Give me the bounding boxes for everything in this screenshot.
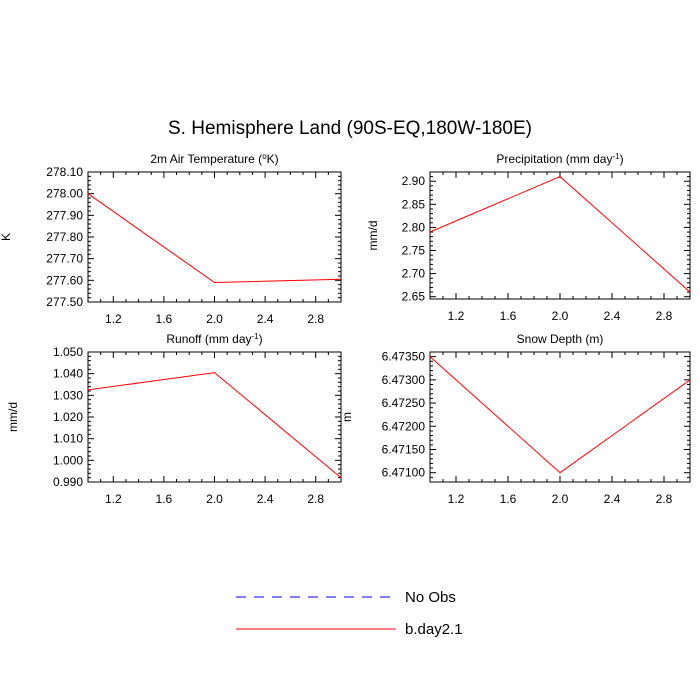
y-axis-label: mm/d	[6, 402, 20, 432]
x-tick-label: 1.6	[156, 492, 173, 506]
panel-4: Snow Depth (m) m 6.47100 6.47150 6.47200 6.47…	[340, 332, 691, 506]
y-tick-label: 1.030	[53, 388, 83, 402]
legend-label-model: b.day2.1	[405, 621, 463, 638]
x-tick-label: 2.8	[307, 312, 324, 326]
y-tick-label: 2.80	[402, 220, 426, 234]
x-tick-label: 2.0	[206, 492, 223, 506]
x-tick-label: 1.2	[105, 492, 122, 506]
y-axis-label: m	[340, 412, 354, 422]
y-tick-label: 277.60	[46, 273, 83, 287]
figure-title: S. Hemisphere Land (90S-EQ,180W-180E)	[168, 118, 532, 139]
x-tick-label: 1.2	[448, 309, 465, 323]
x-tick-label: 1.2	[448, 492, 465, 506]
y-tick-label: 6.47300	[382, 373, 426, 387]
plot-frame	[87, 351, 342, 483]
series-line-b-day2-1	[87, 193, 342, 284]
y-tick-label: 278.10	[46, 165, 83, 179]
x-tick-label: 2.4	[604, 309, 621, 323]
y-tick-label: 6.47150	[382, 443, 426, 457]
x-tick-label: 2.0	[552, 309, 569, 323]
y-tick-label: 2.85	[402, 197, 426, 211]
panel-title: Runoff (mm day-1)	[166, 332, 262, 346]
x-tick-label: 2.0	[206, 312, 223, 326]
x-tick-label: 2.8	[656, 492, 673, 506]
y-axis-label: K	[0, 233, 13, 241]
plot-frame	[429, 351, 691, 483]
x-tick-label: 2.4	[257, 492, 274, 506]
panel-1: 2m Air Temperature (oK) K 277.50 277.60 277.…	[0, 152, 342, 326]
x-tick-label: 1.2	[105, 312, 122, 326]
y-tick-label: 278.00	[46, 187, 83, 201]
panel-title: Precipitation (mm day-1)	[496, 152, 623, 166]
y-tick-label: 1.050	[53, 345, 83, 359]
x-tick-label: 1.6	[500, 492, 517, 506]
plot-frame	[429, 171, 691, 300]
y-tick-label: 277.90	[46, 208, 83, 222]
y-tick-label: 6.47350	[382, 350, 426, 364]
y-tick-label: 277.80	[46, 230, 83, 244]
y-tick-label: 2.75	[402, 244, 426, 258]
panel-3: Runoff (mm day-1) mm/d 0.990 1.000 1.010 1.02…	[6, 332, 342, 506]
series-line-b-day2-1	[429, 356, 691, 474]
y-tick-label: 0.990	[53, 475, 83, 489]
x-tick-label: 2.4	[257, 312, 274, 326]
panel-2: Precipitation (mm day-1) mm/d 2.65 2.70 2.75…	[366, 152, 691, 323]
y-tick-label: 2.65	[402, 290, 426, 304]
y-tick-label: 2.70	[402, 267, 426, 281]
panels: 2m Air Temperature (oK) K 277.50 277.60 277.…	[0, 152, 691, 506]
legend: No Obs b.day2.1	[236, 589, 463, 638]
y-axis-label: mm/d	[366, 221, 380, 251]
y-tick-label: 6.47100	[382, 466, 426, 480]
panel-title: Snow Depth (m)	[517, 332, 604, 346]
x-tick-label: 2.8	[307, 492, 324, 506]
legend-label-no-obs: No Obs	[405, 589, 456, 606]
y-tick-label: 1.000	[53, 453, 83, 467]
y-tick-label: 1.020	[53, 410, 83, 424]
x-tick-label: 2.4	[604, 492, 621, 506]
x-tick-label: 2.8	[656, 309, 673, 323]
x-tick-label: 1.6	[156, 312, 173, 326]
series-line-b-day2-1	[429, 176, 691, 293]
y-tick-label: 2.90	[402, 174, 426, 188]
y-tick-label: 6.47250	[382, 396, 426, 410]
x-tick-label: 1.6	[500, 309, 517, 323]
y-tick-label: 1.010	[53, 432, 83, 446]
y-tick-label: 277.70	[46, 252, 83, 266]
panel-title: 2m Air Temperature (oK)	[150, 152, 278, 166]
y-tick-label: 6.47200	[382, 419, 426, 433]
y-tick-label: 1.040	[53, 367, 83, 381]
y-tick-label: 277.50	[46, 295, 83, 309]
series-line-b-day2-1	[87, 372, 342, 479]
x-tick-label: 2.0	[552, 492, 569, 506]
